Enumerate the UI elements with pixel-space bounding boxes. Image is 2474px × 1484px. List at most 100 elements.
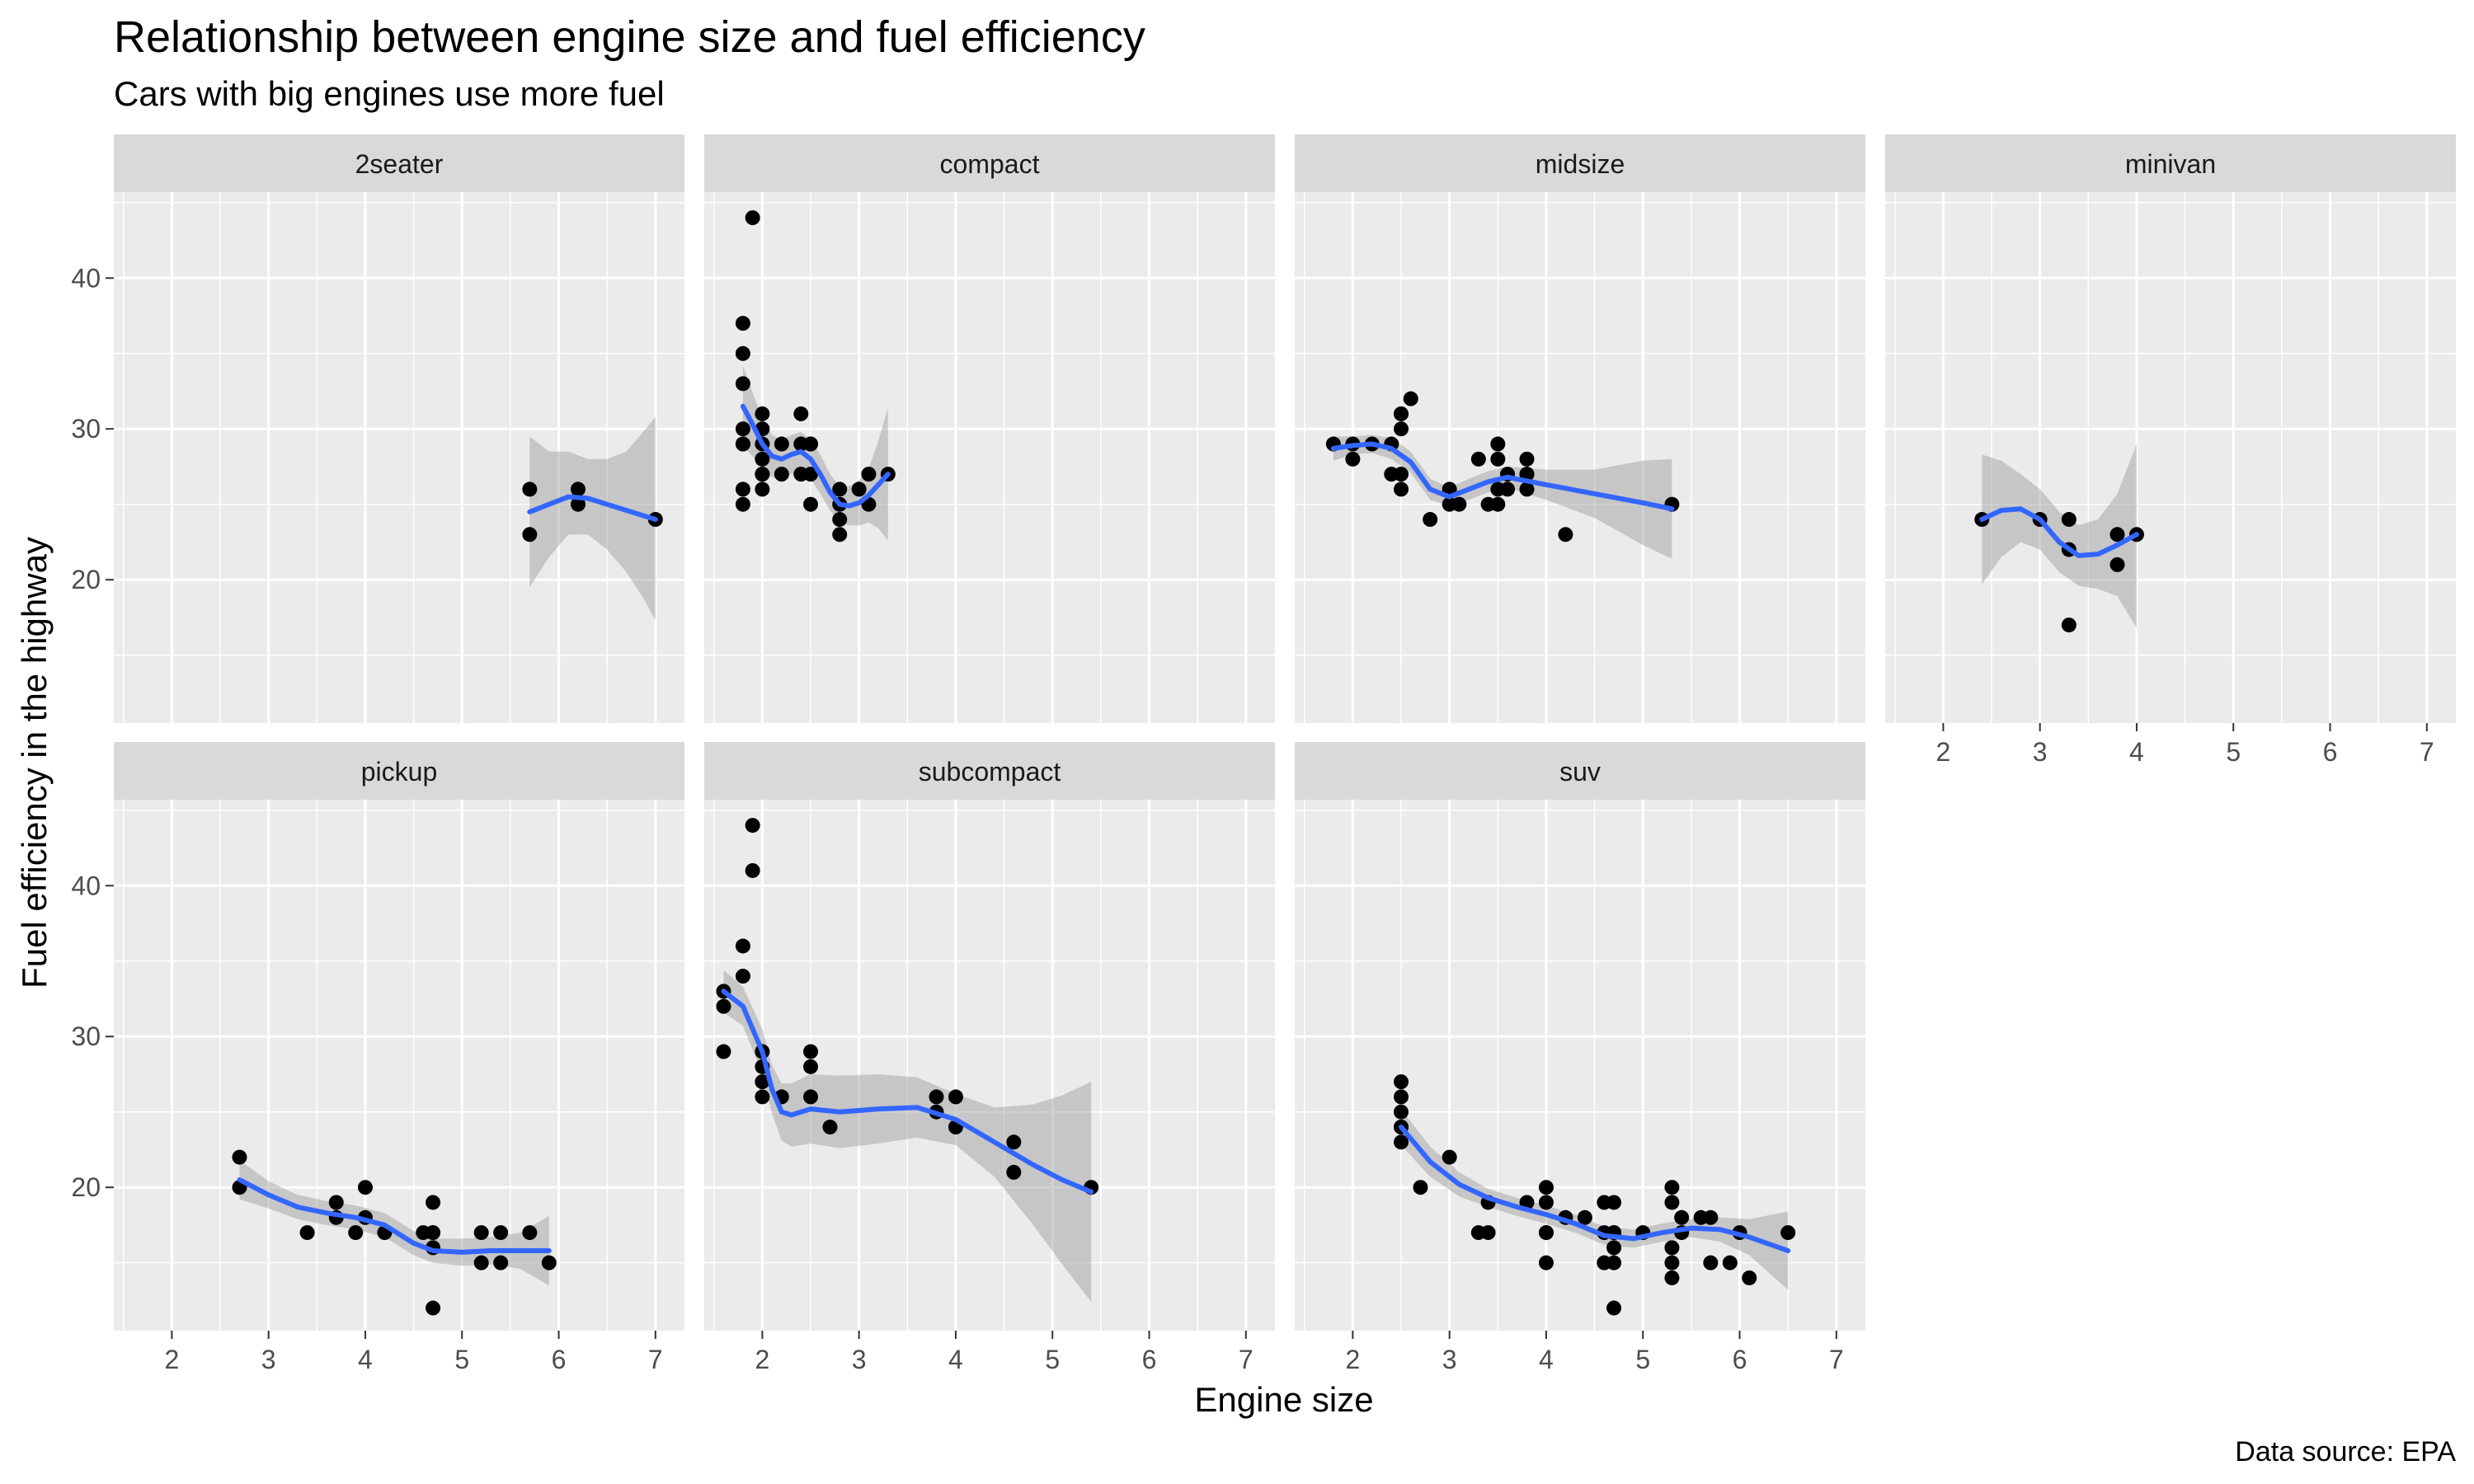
data-point [1519, 451, 1535, 467]
chart-subtitle: Cars with big engines use more fuel [114, 74, 665, 113]
facet-panel-pickup: pickup 20 30 40 2 3 4 5 6 7 [71, 742, 684, 1374]
data-point [1538, 1255, 1554, 1270]
data-point [1394, 1074, 1409, 1090]
smooth-line [1979, 506, 2139, 558]
y-axis-label: Fuel efficiency in the highway [15, 537, 54, 989]
y-tick-label: 40 [71, 263, 101, 293]
y-tick-label: 30 [71, 1021, 101, 1051]
confidence-ribbon [1982, 444, 2137, 628]
data-point [541, 1255, 557, 1270]
facet-strip-minivan [1885, 134, 2456, 192]
facet-strip-label: suv [1559, 757, 1601, 787]
data-point [426, 1300, 441, 1316]
data-point [2109, 527, 2125, 542]
y-tick-label: 30 [71, 414, 101, 444]
facet-panel-minivan: minivan 2 3 4 5 6 7 [1885, 134, 2456, 767]
data-point [745, 862, 760, 878]
data-point [1664, 1240, 1680, 1256]
data-point [570, 481, 586, 497]
data-point [755, 1074, 770, 1090]
facet-strip-label: compact [940, 149, 1040, 179]
facet-panel-midsize: midsize [1295, 134, 1865, 723]
x-tick-label: 4 [2129, 737, 2144, 767]
x-tick-label: 3 [2033, 737, 2048, 767]
data-point [1006, 1134, 1022, 1150]
data-point [1664, 1255, 1680, 1270]
panel-background [704, 800, 1275, 1331]
data-point [1538, 1225, 1554, 1241]
x-tick-label: 5 [2226, 737, 2241, 767]
data-point [745, 818, 760, 834]
facet-strip-label: subcompact [919, 757, 1061, 787]
x-axis-label: Engine size [1194, 1380, 1373, 1419]
data-point [735, 496, 750, 512]
data-point [1664, 1270, 1680, 1285]
data-point [1345, 451, 1361, 467]
data-point [2061, 512, 2077, 528]
facet-strip-2seater [114, 134, 684, 192]
data-point [232, 1149, 247, 1165]
data-point [426, 1225, 441, 1241]
facet-strip-label: midsize [1536, 149, 1625, 179]
data-point [755, 467, 770, 482]
x-tick-label: 4 [358, 1345, 373, 1374]
data-point [803, 1089, 819, 1105]
x-tick-label: 6 [2323, 737, 2338, 767]
data-point [735, 969, 750, 984]
x-tick-label: 4 [1539, 1345, 1554, 1374]
x-tick-label: 4 [948, 1345, 963, 1374]
facet-strip-label: 2seater [355, 149, 444, 179]
data-point [716, 998, 731, 1014]
facet-panel-compact: compact [704, 134, 1275, 723]
data-point [755, 451, 770, 467]
data-point [851, 481, 867, 497]
data-point [929, 1089, 944, 1105]
data-point [1413, 1180, 1428, 1195]
data-point [1403, 391, 1418, 406]
confidence-ribbon [529, 416, 656, 621]
facet-strip-midsize [1295, 134, 1865, 192]
data-point [570, 496, 586, 512]
x-tick-label: 3 [1442, 1345, 1457, 1374]
panel-background [1295, 192, 1865, 723]
data-point [774, 436, 789, 452]
facet-panel-suv: suv 2 3 4 5 6 7 [1295, 742, 1865, 1374]
facet-panels: 2seater 20 30 40 compact midsize minivan 2 3 4 5 6 7… [71, 134, 2456, 1374]
panel-background [704, 192, 1275, 723]
data-point [328, 1195, 344, 1210]
data-point [1490, 436, 1506, 452]
data-point [1519, 481, 1535, 497]
data-point [1394, 421, 1409, 437]
smooth-line [740, 403, 891, 509]
facet-panel-2seater: 2seater 20 30 40 [71, 134, 684, 723]
confidence-ribbon [1401, 1109, 1789, 1290]
data-point [1490, 451, 1506, 467]
chart-title: Relationship between engine size and fue… [114, 12, 1145, 62]
smooth-line [1330, 441, 1675, 512]
data-point [803, 436, 819, 452]
x-tick-label: 3 [852, 1345, 867, 1374]
data-point [1470, 451, 1486, 467]
data-point [755, 1089, 770, 1105]
y-tick-label: 20 [71, 565, 101, 594]
data-point [1394, 1104, 1409, 1120]
confidence-ribbon [742, 365, 888, 541]
data-point [861, 467, 877, 482]
data-point [1394, 406, 1409, 421]
data-point [348, 1225, 364, 1241]
smooth-line [527, 494, 658, 522]
x-tick-label: 2 [1345, 1345, 1360, 1374]
data-point [832, 481, 848, 497]
chart-caption: Data source: EPA [2235, 1436, 2456, 1468]
data-point [793, 406, 809, 421]
data-point [493, 1225, 509, 1241]
confidence-ribbon [723, 970, 1092, 1303]
data-point [1674, 1209, 1690, 1225]
facet-strip-compact [704, 134, 1275, 192]
data-point [1423, 512, 1438, 528]
x-tick-label: 5 [1045, 1345, 1060, 1374]
data-point [426, 1195, 441, 1210]
data-point [803, 1059, 819, 1074]
data-point [1500, 481, 1516, 497]
